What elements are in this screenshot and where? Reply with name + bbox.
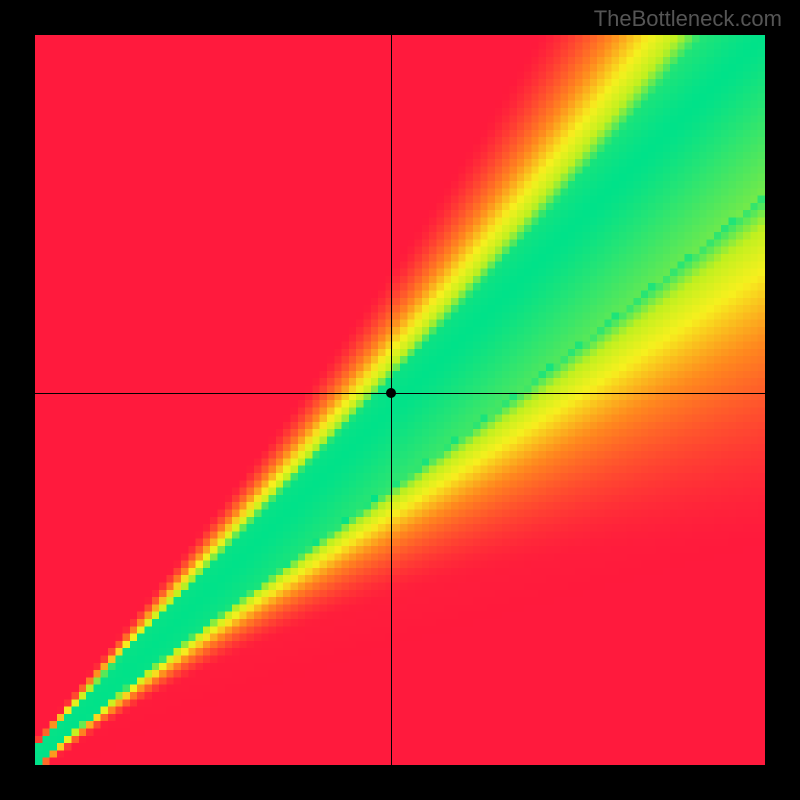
watermark-text: TheBottleneck.com [594,6,782,32]
crosshair-vertical [391,35,392,765]
chart-frame [35,35,765,765]
crosshair-horizontal [35,393,765,394]
marker-dot [386,388,396,398]
bottleneck-heatmap [35,35,765,765]
